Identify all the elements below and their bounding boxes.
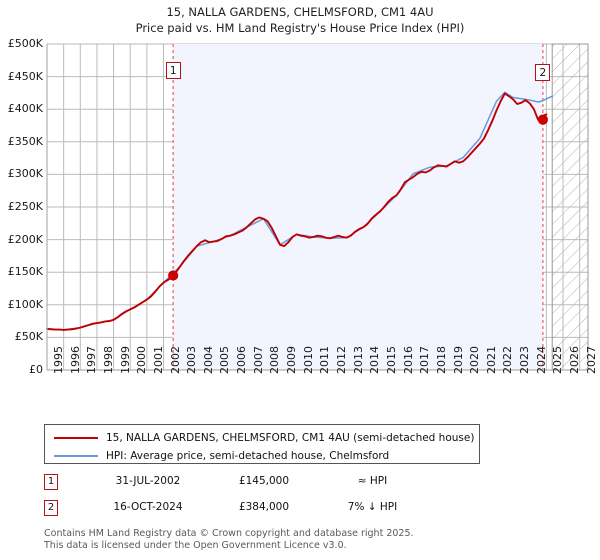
x-axis-tick-label: 2016 [401, 346, 415, 374]
chart-plot-svg [46, 43, 589, 371]
transactions-table: 1 31-JUL-2002 £145,000 ≈ HPI 2 16-OCT-2024 £38… [44, 472, 484, 524]
y-axis-tick-label: £50K [14, 330, 43, 344]
x-axis-tick-label: 2023 [518, 346, 532, 374]
x-axis-tick-label: 2009 [285, 346, 299, 374]
x-axis-tick-label: 2019 [451, 346, 465, 374]
transaction-date: 16-OCT-2024 [113, 501, 183, 513]
y-axis-tick-label: £500K [7, 37, 43, 50]
x-axis-tick-label: 2022 [501, 346, 515, 374]
x-axis-tick-label: 2007 [251, 346, 265, 374]
x-axis-tick-label: 1998 [101, 346, 115, 374]
x-axis-tick-label: 2018 [434, 346, 448, 374]
x-axis-tick-label: 2012 [334, 346, 348, 374]
legend-entry: HPI: Average price, semi-detached house,… [45, 446, 389, 466]
x-axis-tick-label: 2003 [185, 346, 199, 374]
footer-line-2: This data is licensed under the Open Gov… [44, 539, 347, 551]
y-axis-tick-label: £350K [7, 134, 43, 148]
x-axis-tick-label: 2015 [384, 346, 398, 374]
x-axis-tick-label: 2025 [551, 346, 565, 374]
axis-lines [46, 44, 588, 371]
page-subtitle: Price paid vs. HM Land Registry's House … [135, 21, 465, 35]
data-series-lines [46, 91, 553, 331]
transaction-price: £145,000 [238, 475, 290, 487]
transaction-date: 31-JUL-2002 [115, 475, 181, 487]
legend-entry: 15, NALLA GARDENS, CHELMSFORD, CM1 4AU (… [45, 428, 474, 448]
legend-label: HPI: Average price, semi-detached house,… [106, 450, 390, 462]
y-axis-tick-label: £450K [7, 69, 43, 83]
transaction-price: £384,000 [238, 501, 290, 513]
table-row[interactable]: 1 31-JUL-2002 £145,000 ≈ HPI [44, 472, 484, 498]
event-vertical-lines [172, 44, 544, 370]
transaction-hpi-comparison: 7% ↓ HPI [347, 501, 398, 513]
x-axis-tick-label: 2021 [484, 346, 498, 374]
y-axis-tick-label: £150K [7, 265, 43, 279]
x-axis-tick-label: 2026 [568, 346, 582, 374]
x-axis-tick-label: 2001 [151, 346, 165, 374]
y-axis-tick-label: £0 [29, 363, 43, 376]
transaction-hpi-comparison: ≈ HPI [357, 475, 388, 487]
x-axis-tick-label: 2000 [135, 346, 149, 374]
x-axis-tick-label: 2002 [168, 346, 182, 374]
forecast-hatched-region [551, 43, 589, 371]
legend-color-swatch [54, 455, 98, 457]
x-axis-tick-label: 2014 [368, 346, 382, 374]
y-axis-tick-label: £200K [7, 232, 43, 246]
x-axis-tick-label: 2017 [418, 346, 432, 374]
x-axis-tick-label: 2008 [268, 346, 282, 374]
y-axis-tick-label: £250K [7, 200, 43, 213]
y-axis-tick-label: £300K [7, 167, 43, 181]
chart-canvas: £0 £50K £100K £150K £200K £250K £300K £350K £400… [7, 37, 598, 376]
x-axis-tick-label: 2004 [201, 346, 215, 374]
x-axis-tick-label: 2006 [235, 346, 249, 374]
x-axis-tick-label: 2011 [318, 346, 332, 374]
table-row[interactable]: 2 16-OCT-2024 £384,000 7% ↓ HPI [44, 498, 484, 524]
y-axis-tick-label: £400K [7, 102, 43, 116]
footer-line-1: Contains HM Land Registry data © Crown c… [44, 528, 414, 539]
footer-attribution: Contains HM Land Registry data © Crown c… [44, 528, 564, 551]
page-title: 15, NALLA GARDENS, CHELMSFORD, CM1 4AU [166, 5, 434, 19]
marker-callout-1[interactable]: 1 [165, 62, 181, 79]
y-axis-tick-label: £100K [7, 297, 43, 311]
legend-label: 15, NALLA GARDENS, CHELMSFORD, CM1 4AU (… [106, 432, 475, 444]
ownership-shaded-band [173, 44, 543, 370]
legend-color-swatch [54, 437, 98, 439]
x-axis-tick-label: 2005 [218, 346, 232, 374]
x-axis-tick-label: 2027 [584, 346, 598, 374]
x-axis-tick-label: 2013 [351, 346, 365, 374]
transaction-badge: 2 [44, 500, 58, 516]
transaction-markers [168, 114, 548, 281]
x-axis-tick-label: 2024 [534, 346, 548, 374]
x-axis-tick-label: 1996 [68, 346, 82, 374]
chart-title-block: 15, NALLA GARDENS, CHELMSFORD, CM1 4AU P… [0, 4, 600, 36]
x-axis-tick-label: 2010 [301, 346, 315, 374]
x-axis-tick-label: 1997 [85, 346, 99, 374]
x-axis-tick-label: 2020 [468, 346, 482, 374]
x-axis-tick-label: 1999 [118, 346, 132, 374]
marker-callout-2[interactable]: 2 [535, 64, 551, 81]
transaction-badge: 1 [44, 474, 58, 490]
chart-legend: 15, NALLA GARDENS, CHELMSFORD, CM1 4AU (… [44, 424, 480, 464]
x-axis-tick-label: 1995 [52, 346, 65, 374]
